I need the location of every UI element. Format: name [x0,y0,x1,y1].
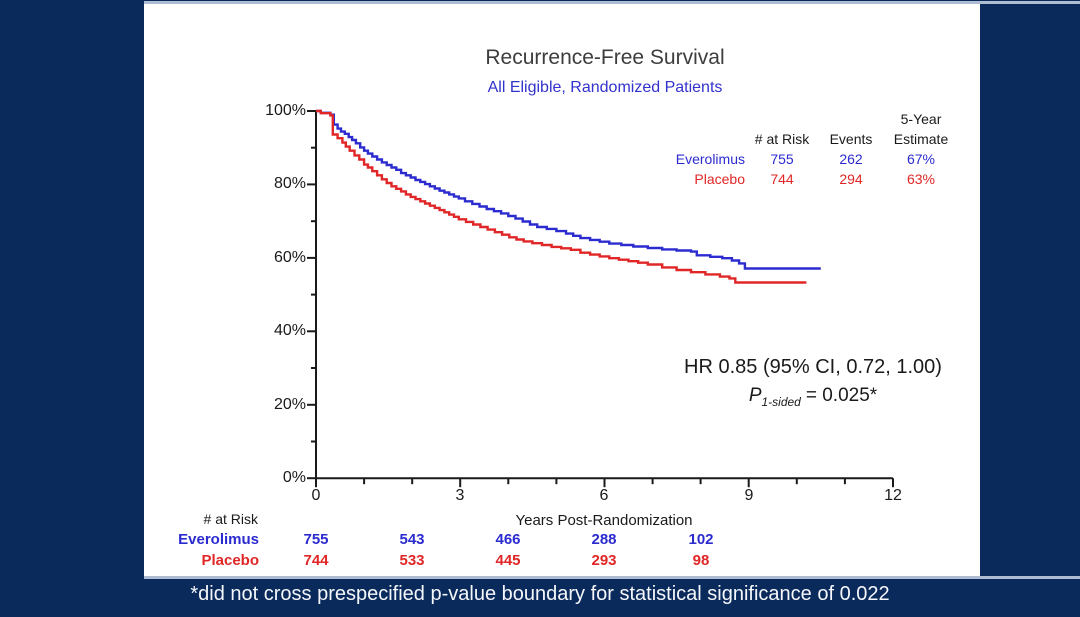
risk-value: 98 [692,552,710,569]
y-tick-label: 60% [273,249,306,266]
panel-top-border [144,1,1080,4]
summary-placebo-events: 294 [839,171,863,187]
x-axis-label: Years Post-Randomization [515,512,693,529]
km-curve-placebo [316,109,807,284]
risk-table-label: # at Risk [203,511,258,527]
y-tick-label: 40% [273,322,306,339]
summary-everolimus-at-risk: 755 [770,151,794,167]
chart-title: Recurrence-Free Survival [485,46,725,69]
risk-value: 293 [591,552,617,569]
summary-row-everolimus-label: Everolimus [675,151,745,167]
y-tick-label: 20% [273,396,306,413]
y-tick-label: 100% [265,102,306,119]
risk-value: 466 [495,531,521,548]
risk-row-placebo-label: Placebo [201,552,259,569]
summary-placebo-at-risk: 744 [770,171,794,187]
y-tick-label: 0% [282,469,306,486]
hr-annotation: HR 0.85 (95% CI, 0.72, 1.00) [684,356,942,378]
p-value: = 0.025* [805,385,878,406]
footnote: *did not cross prespecified p-value boun… [190,583,890,605]
risk-value: 102 [688,531,714,548]
risk-value: 744 [303,552,329,569]
risk-row-everolimus-label: Everolimus [178,531,259,548]
x-tick-label: 6 [599,487,609,504]
summary-header-events: Events [829,131,873,147]
risk-value: 755 [303,531,329,548]
summary-header-at-risk: # at Risk [754,131,810,147]
chart-panel: Recurrence-Free Survival All Eligible, R… [144,4,980,576]
summary-everolimus-estimate: 67% [906,151,936,167]
x-tick-label: 12 [884,487,902,504]
x-tick-label: 9 [744,487,754,504]
risk-value: 445 [495,552,521,569]
p-subscript: 1-sided [761,394,801,409]
pvalue-annotation: P1-sided = 0.025* [663,385,963,409]
summary-header-5year: 5-Year [900,111,942,127]
summary-placebo-estimate: 63% [906,171,936,187]
summary-header-estimate: Estimate [893,131,949,147]
y-tick-label: 80% [273,175,306,192]
risk-value: 533 [399,552,425,569]
panel-bottom-border [144,576,1080,579]
x-tick-label: 3 [455,487,465,504]
chart-subtitle: All Eligible, Randomized Patients [487,79,723,96]
risk-value: 543 [399,531,425,548]
km-plot [307,109,894,488]
summary-row-placebo-label: Placebo [694,171,745,187]
p-symbol: P [748,385,762,406]
x-tick-label: 0 [311,487,321,504]
risk-value: 288 [591,531,617,548]
km-curve-everolimus [316,109,821,270]
summary-everolimus-events: 262 [839,151,863,167]
